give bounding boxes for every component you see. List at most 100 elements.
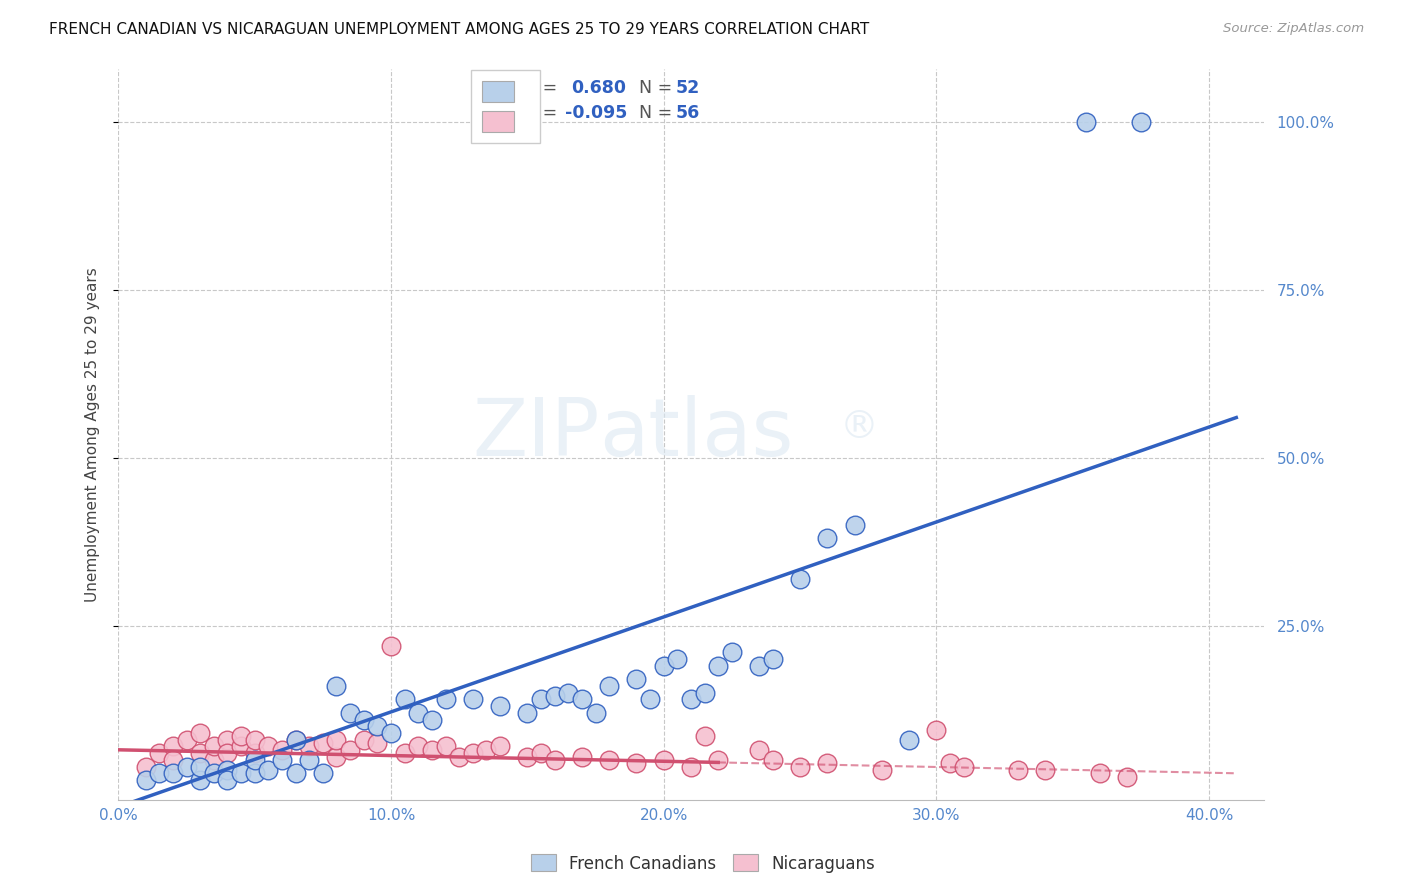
Point	[325, 749, 347, 764]
Point	[489, 739, 512, 754]
Point	[925, 723, 948, 737]
Point	[229, 730, 252, 744]
Point	[284, 732, 307, 747]
Point	[489, 699, 512, 714]
Point	[135, 772, 157, 787]
Point	[449, 749, 471, 764]
Point	[325, 679, 347, 693]
Point	[298, 753, 321, 767]
Y-axis label: Unemployment Among Ages 25 to 29 years: Unemployment Among Ages 25 to 29 years	[86, 267, 100, 602]
Point	[789, 572, 811, 586]
Point	[408, 739, 430, 754]
Text: -0.095: -0.095	[565, 103, 627, 121]
Point	[298, 739, 321, 754]
Point	[721, 645, 744, 659]
Point	[162, 753, 184, 767]
Point	[217, 732, 239, 747]
Point	[626, 673, 648, 687]
Point	[762, 753, 785, 767]
Point	[516, 706, 538, 720]
Point	[162, 766, 184, 780]
Point	[844, 518, 866, 533]
Point	[188, 772, 211, 787]
Point	[638, 692, 661, 706]
Point	[148, 746, 170, 760]
Point	[652, 753, 675, 767]
Point	[202, 739, 225, 754]
Text: 0.680: 0.680	[571, 79, 626, 97]
Point	[530, 692, 553, 706]
Point	[243, 766, 266, 780]
Point	[188, 759, 211, 773]
Point	[461, 746, 484, 760]
Point	[1116, 770, 1139, 784]
Point	[598, 753, 620, 767]
Legend: , : ,	[471, 70, 540, 143]
Point	[1076, 115, 1098, 129]
Point	[243, 753, 266, 767]
Point	[408, 706, 430, 720]
Point	[748, 659, 770, 673]
Point	[257, 763, 280, 777]
Point	[1088, 766, 1111, 780]
Point	[543, 753, 565, 767]
Point	[229, 766, 252, 780]
Point	[762, 652, 785, 666]
Point	[284, 766, 307, 780]
Point	[229, 739, 252, 754]
Point	[530, 746, 553, 760]
Point	[666, 652, 689, 666]
Point	[1129, 115, 1152, 129]
Point	[176, 759, 198, 773]
Point	[284, 732, 307, 747]
Point	[626, 756, 648, 771]
Point	[815, 756, 838, 771]
Text: ®: ®	[839, 408, 879, 446]
Point	[707, 753, 730, 767]
Point	[870, 763, 893, 777]
Point	[257, 739, 280, 754]
Point	[679, 759, 702, 773]
Point	[420, 743, 443, 757]
Point	[162, 739, 184, 754]
Point	[434, 692, 457, 706]
Point	[461, 692, 484, 706]
Point	[557, 686, 579, 700]
Point	[394, 692, 416, 706]
Point	[217, 763, 239, 777]
Point	[380, 639, 402, 653]
Text: R =: R =	[524, 103, 562, 121]
Point	[1035, 763, 1057, 777]
Point	[434, 739, 457, 754]
Point	[707, 659, 730, 673]
Point	[217, 746, 239, 760]
Text: R =: R =	[524, 79, 568, 97]
Point	[748, 743, 770, 757]
Point	[339, 706, 361, 720]
Point	[202, 753, 225, 767]
Point	[939, 756, 962, 771]
Legend: French Canadians, Nicaraguans: French Canadians, Nicaraguans	[524, 847, 882, 880]
Text: N =: N =	[628, 79, 678, 97]
Point	[898, 732, 921, 747]
Text: Source: ZipAtlas.com: Source: ZipAtlas.com	[1223, 22, 1364, 36]
Point	[339, 743, 361, 757]
Point	[135, 759, 157, 773]
Point	[188, 746, 211, 760]
Point	[188, 726, 211, 740]
Point	[394, 746, 416, 760]
Point	[693, 686, 716, 700]
Point	[380, 726, 402, 740]
Point	[516, 749, 538, 764]
Point	[325, 732, 347, 747]
Point	[271, 743, 294, 757]
Text: atlas: atlas	[599, 395, 794, 474]
Point	[312, 736, 335, 750]
Point	[353, 713, 375, 727]
Point	[148, 766, 170, 780]
Point	[366, 719, 388, 733]
Point	[217, 772, 239, 787]
Point	[176, 732, 198, 747]
Point	[353, 732, 375, 747]
Point	[679, 692, 702, 706]
